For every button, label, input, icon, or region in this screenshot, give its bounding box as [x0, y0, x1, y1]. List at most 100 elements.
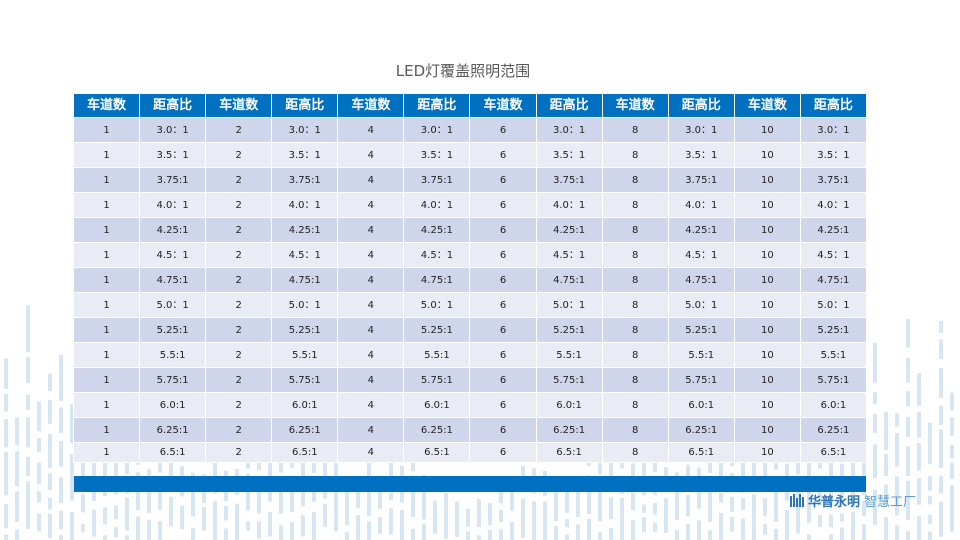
decorative-bar: [466, 508, 470, 527]
decorative-bar: [4, 393, 8, 412]
ratio-cell: 3.5：1: [667, 142, 735, 168]
decorative-bar: [59, 510, 63, 530]
decorative-bar: [653, 522, 657, 532]
ratio-cell: 4.25:1: [139, 217, 207, 243]
ratio-cell: 5.25:1: [271, 317, 339, 343]
decorative-bar: [411, 475, 415, 518]
ratio-cell: 5.75:1: [139, 367, 207, 393]
ratio-cell: 5.0：1: [403, 292, 471, 318]
ratio-cell: 6.0:1: [271, 392, 339, 418]
ratio-cell: 6.25:1: [403, 417, 471, 443]
lane-count-cell: 4: [337, 442, 405, 463]
lane-count-cell: 1: [72, 267, 141, 293]
ratio-cell: 6.0:1: [799, 392, 868, 418]
decorative-bar: [620, 456, 624, 469]
lane-count-cell: 4: [337, 292, 405, 318]
ratio-cell: 3.0：1: [271, 117, 339, 143]
decorative-bar: [48, 497, 52, 510]
ratio-cell: 4.5：1: [271, 242, 339, 268]
decorative-bar: [48, 373, 52, 392]
decorative-bar: [686, 523, 690, 540]
decorative-bar: [224, 506, 228, 521]
decorative-bar: [59, 535, 63, 540]
decorative-bar: [180, 505, 184, 530]
decorative-bar: [939, 429, 943, 468]
decorative-bar: [873, 414, 877, 434]
ratio-cell: 4.0：1: [667, 192, 735, 218]
decorative-bar: [290, 479, 294, 512]
decorative-bar: [37, 401, 41, 432]
decorative-bar: [609, 497, 613, 520]
decorative-bar: [950, 444, 954, 459]
decorative-bar: [675, 529, 679, 540]
ratio-cell: 6.5:1: [403, 442, 471, 463]
coverage-table: 车道数 距高比 车道数 距高比 车道数 距高比 车道数 距高比 车道数 距高比 车道数 距高比 1 3.…: [72, 93, 868, 463]
ratio-cell: 4.75:1: [139, 267, 207, 293]
ratio-cell: 6.25:1: [799, 417, 868, 443]
decorative-bar: [840, 485, 844, 505]
decorative-bar: [598, 485, 602, 522]
decorative-bar: [312, 512, 316, 540]
table-header-row: 车道数 距高比 车道数 距高比 车道数 距高比 车道数 距高比 车道数 距高比 车道数 距高比: [72, 93, 868, 118]
lane-count-cell: 1: [72, 442, 141, 463]
decorative-bar: [191, 528, 195, 540]
ratio-cell: 4.0：1: [535, 192, 603, 218]
lane-count-cell: 8: [601, 117, 669, 143]
column-header: 距高比: [799, 93, 868, 118]
ratio-cell: 5.5:1: [667, 342, 735, 368]
table-row: 1 6.25:1 2 6.25:1 4 6.25:1 6 6.25:1 8 6.25:1 10 6.2…: [72, 417, 868, 443]
decorative-bar: [884, 411, 888, 451]
lane-count-cell: 10: [733, 192, 801, 218]
decorative-bar: [807, 534, 811, 540]
decorative-bar: [279, 482, 283, 514]
decorative-bar: [719, 493, 723, 503]
decorative-bar: [48, 473, 52, 491]
lane-count-cell: 2: [205, 167, 273, 193]
decorative-bar: [565, 534, 569, 540]
decorative-bar: [763, 445, 767, 490]
decorative-bar: [928, 495, 932, 505]
decorative-bar: [70, 404, 74, 444]
ratio-cell: 3.75:1: [139, 167, 207, 193]
decorative-bar: [686, 494, 690, 517]
decorative-bar: [906, 480, 910, 520]
lane-count-cell: 4: [337, 192, 405, 218]
decorative-bar: [81, 524, 85, 533]
decorative-bar: [708, 481, 712, 522]
ratio-cell: 5.5:1: [139, 342, 207, 368]
decorative-bar: [906, 357, 910, 383]
lane-count-cell: 6: [469, 417, 537, 443]
lane-count-cell: 6: [469, 242, 537, 268]
decorative-bar: [774, 479, 778, 522]
decorative-bar: [26, 357, 30, 383]
decorative-bar: [378, 479, 382, 509]
decorative-bar: [433, 500, 437, 534]
lane-count-cell: 6: [469, 367, 537, 393]
decorative-bar: [147, 487, 151, 513]
decorative-bar: [873, 392, 877, 405]
lane-count-cell: 1: [72, 217, 141, 243]
ratio-cell: 4.75:1: [799, 267, 868, 293]
decorative-bar: [37, 462, 41, 485]
column-header: 车道数: [337, 93, 405, 118]
table-row: 1 4.5：1 2 4.5：1 4 4.5：1 6 4.5：1 8 4.5：1 10 4.5：1: [72, 242, 868, 268]
decorative-bar: [521, 498, 525, 538]
decorative-bar: [609, 457, 613, 489]
decorative-bar: [774, 528, 778, 540]
decorative-bar: [763, 498, 767, 517]
decorative-bar: [169, 496, 173, 527]
decorative-bar: [873, 342, 877, 383]
decorative-bar: [389, 492, 393, 501]
decorative-bar: [576, 489, 580, 517]
decorative-bar: [642, 516, 646, 533]
ratio-cell: 4.25:1: [535, 217, 603, 243]
decorative-bar: [48, 399, 52, 424]
decorative-bar: [587, 518, 591, 540]
lane-count-cell: 6: [469, 167, 537, 193]
decorative-bar: [884, 484, 888, 507]
ratio-cell: 5.25:1: [667, 317, 735, 343]
lane-count-cell: 8: [601, 192, 669, 218]
table-row: 1 4.0：1 2 4.0：1 4 4.0：1 6 4.0：1 8 4.0：1 10 4.0：1: [72, 192, 868, 218]
decorative-bar: [26, 305, 30, 353]
ratio-cell: 3.75:1: [271, 167, 339, 193]
